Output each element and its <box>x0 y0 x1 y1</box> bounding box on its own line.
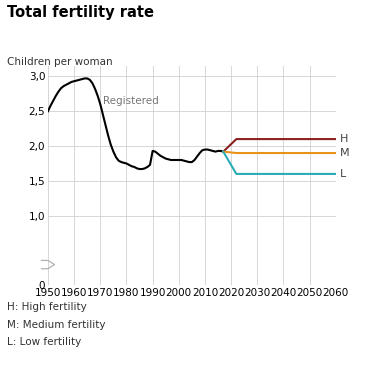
Text: Registered: Registered <box>103 96 159 106</box>
Text: M: Medium fertility: M: Medium fertility <box>7 320 106 329</box>
Text: M: M <box>340 148 349 158</box>
Text: H: High fertility: H: High fertility <box>7 302 87 312</box>
Text: Total fertility rate: Total fertility rate <box>7 5 154 20</box>
Text: Children per woman: Children per woman <box>7 57 113 67</box>
Text: L: L <box>340 169 346 179</box>
Text: L: Low fertility: L: Low fertility <box>7 337 82 347</box>
Text: H: H <box>340 134 348 144</box>
